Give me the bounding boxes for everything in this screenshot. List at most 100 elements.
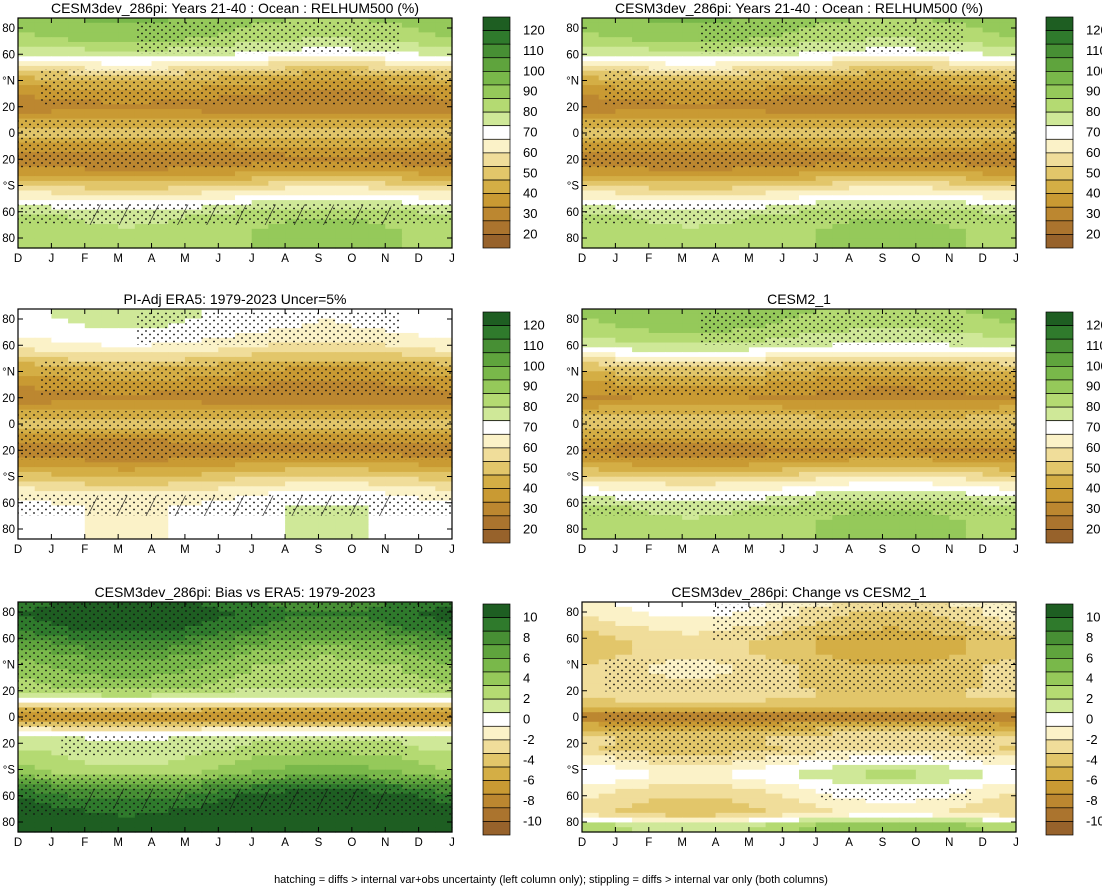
- field-cell: [915, 400, 934, 406]
- field-cell: [184, 113, 203, 120]
- field-cell: [418, 233, 436, 240]
- field-cell: [218, 190, 236, 196]
- field-cell: [184, 104, 203, 110]
- field-cell: [582, 70, 600, 77]
- field-cell: [235, 104, 253, 110]
- field-cell: [865, 491, 884, 497]
- field-cell: [351, 166, 370, 172]
- field-cell: [268, 457, 286, 463]
- field-cell: [251, 491, 269, 497]
- field-cell: [335, 195, 353, 201]
- field-cell: [748, 352, 767, 358]
- field-cell: [999, 200, 1017, 206]
- field-cell: [201, 342, 219, 348]
- field-cell: [982, 104, 1000, 110]
- field-cell: [582, 51, 600, 57]
- field-cell: [832, 352, 850, 358]
- field-cell: [34, 404, 52, 411]
- field-cell: [615, 200, 633, 206]
- field-cell: [118, 228, 136, 235]
- field-cell: [732, 356, 750, 363]
- field-cell: [51, 224, 69, 230]
- field-cell: [748, 171, 767, 177]
- field-cell: [582, 171, 600, 177]
- field-cell: [168, 171, 186, 177]
- field-cell: [151, 356, 169, 363]
- field-cell: [301, 529, 320, 535]
- field-cell: [68, 56, 86, 62]
- stipple-overlay: [582, 20, 1016, 225]
- field-cell: [168, 224, 186, 230]
- field-cell: [582, 481, 600, 487]
- field-cell: [732, 190, 750, 196]
- field-cell: [268, 176, 286, 182]
- colorbar-label: 70: [523, 420, 537, 435]
- x-tick-label: M: [744, 253, 754, 265]
- colorbar-swatch: [482, 433, 511, 449]
- field-cell: [118, 534, 136, 540]
- field-cell: [815, 356, 833, 363]
- field-cell: [34, 51, 52, 57]
- field-cell: [134, 515, 153, 521]
- field-cell: [435, 529, 453, 535]
- field-cell: [598, 200, 616, 206]
- field-cell: [51, 352, 69, 358]
- field-cell: [18, 318, 36, 324]
- field-cell: [134, 395, 153, 401]
- field-cell: [882, 56, 900, 62]
- field-cell: [18, 519, 36, 526]
- field-cell: [782, 404, 800, 411]
- field-cell: [351, 51, 370, 57]
- hatch-overlay: [78, 495, 392, 516]
- field-cell: [615, 352, 633, 358]
- field-cell: [765, 462, 783, 468]
- field-cell: [101, 404, 119, 411]
- field-cell: [698, 462, 717, 468]
- field-cell: [235, 61, 253, 67]
- field-cell: [435, 46, 453, 53]
- field-cell: [682, 46, 700, 53]
- field-cell: [915, 404, 934, 411]
- field-cell: [101, 185, 119, 192]
- x-tick-label: A: [281, 544, 289, 556]
- field-cell: [932, 491, 950, 497]
- field-cell: [401, 166, 420, 172]
- field-cell: [368, 233, 386, 240]
- field-cell: [168, 104, 186, 110]
- colorbar-swatch: [482, 488, 511, 503]
- field-cell: [268, 61, 286, 67]
- field-cell: [335, 342, 353, 348]
- field-cell: [268, 224, 286, 230]
- field-cell: [268, 238, 286, 244]
- field-cell: [351, 176, 370, 182]
- field-cell: [318, 471, 336, 478]
- field-cell: [435, 462, 453, 468]
- field-cell: [401, 238, 420, 244]
- x-tick-label: O: [911, 253, 920, 265]
- field-cell: [632, 471, 650, 478]
- field-cell: [34, 228, 52, 235]
- field-cell: [34, 342, 52, 348]
- field-cell: [698, 471, 717, 478]
- field-cell: [51, 534, 69, 540]
- field-cell: [648, 347, 667, 353]
- field-cell: [632, 309, 650, 315]
- field-cell: [648, 313, 667, 320]
- field-cell: [34, 486, 52, 492]
- field-cell: [401, 113, 420, 120]
- y-tick-label: 80: [2, 233, 15, 245]
- field-cell: [118, 457, 136, 463]
- field-cell: [134, 352, 153, 358]
- field-cell: [318, 65, 336, 72]
- field-cell: [201, 238, 219, 244]
- field-cell: [899, 195, 917, 201]
- field-cell: [999, 318, 1017, 324]
- field-cell: [134, 200, 153, 206]
- field-cell: [118, 166, 136, 172]
- field-cell: [965, 318, 984, 324]
- field-cell: [732, 228, 750, 235]
- field-cell: [84, 61, 103, 67]
- field-cell: [401, 519, 420, 526]
- field-cell: [799, 243, 817, 249]
- field-cell: [882, 61, 900, 67]
